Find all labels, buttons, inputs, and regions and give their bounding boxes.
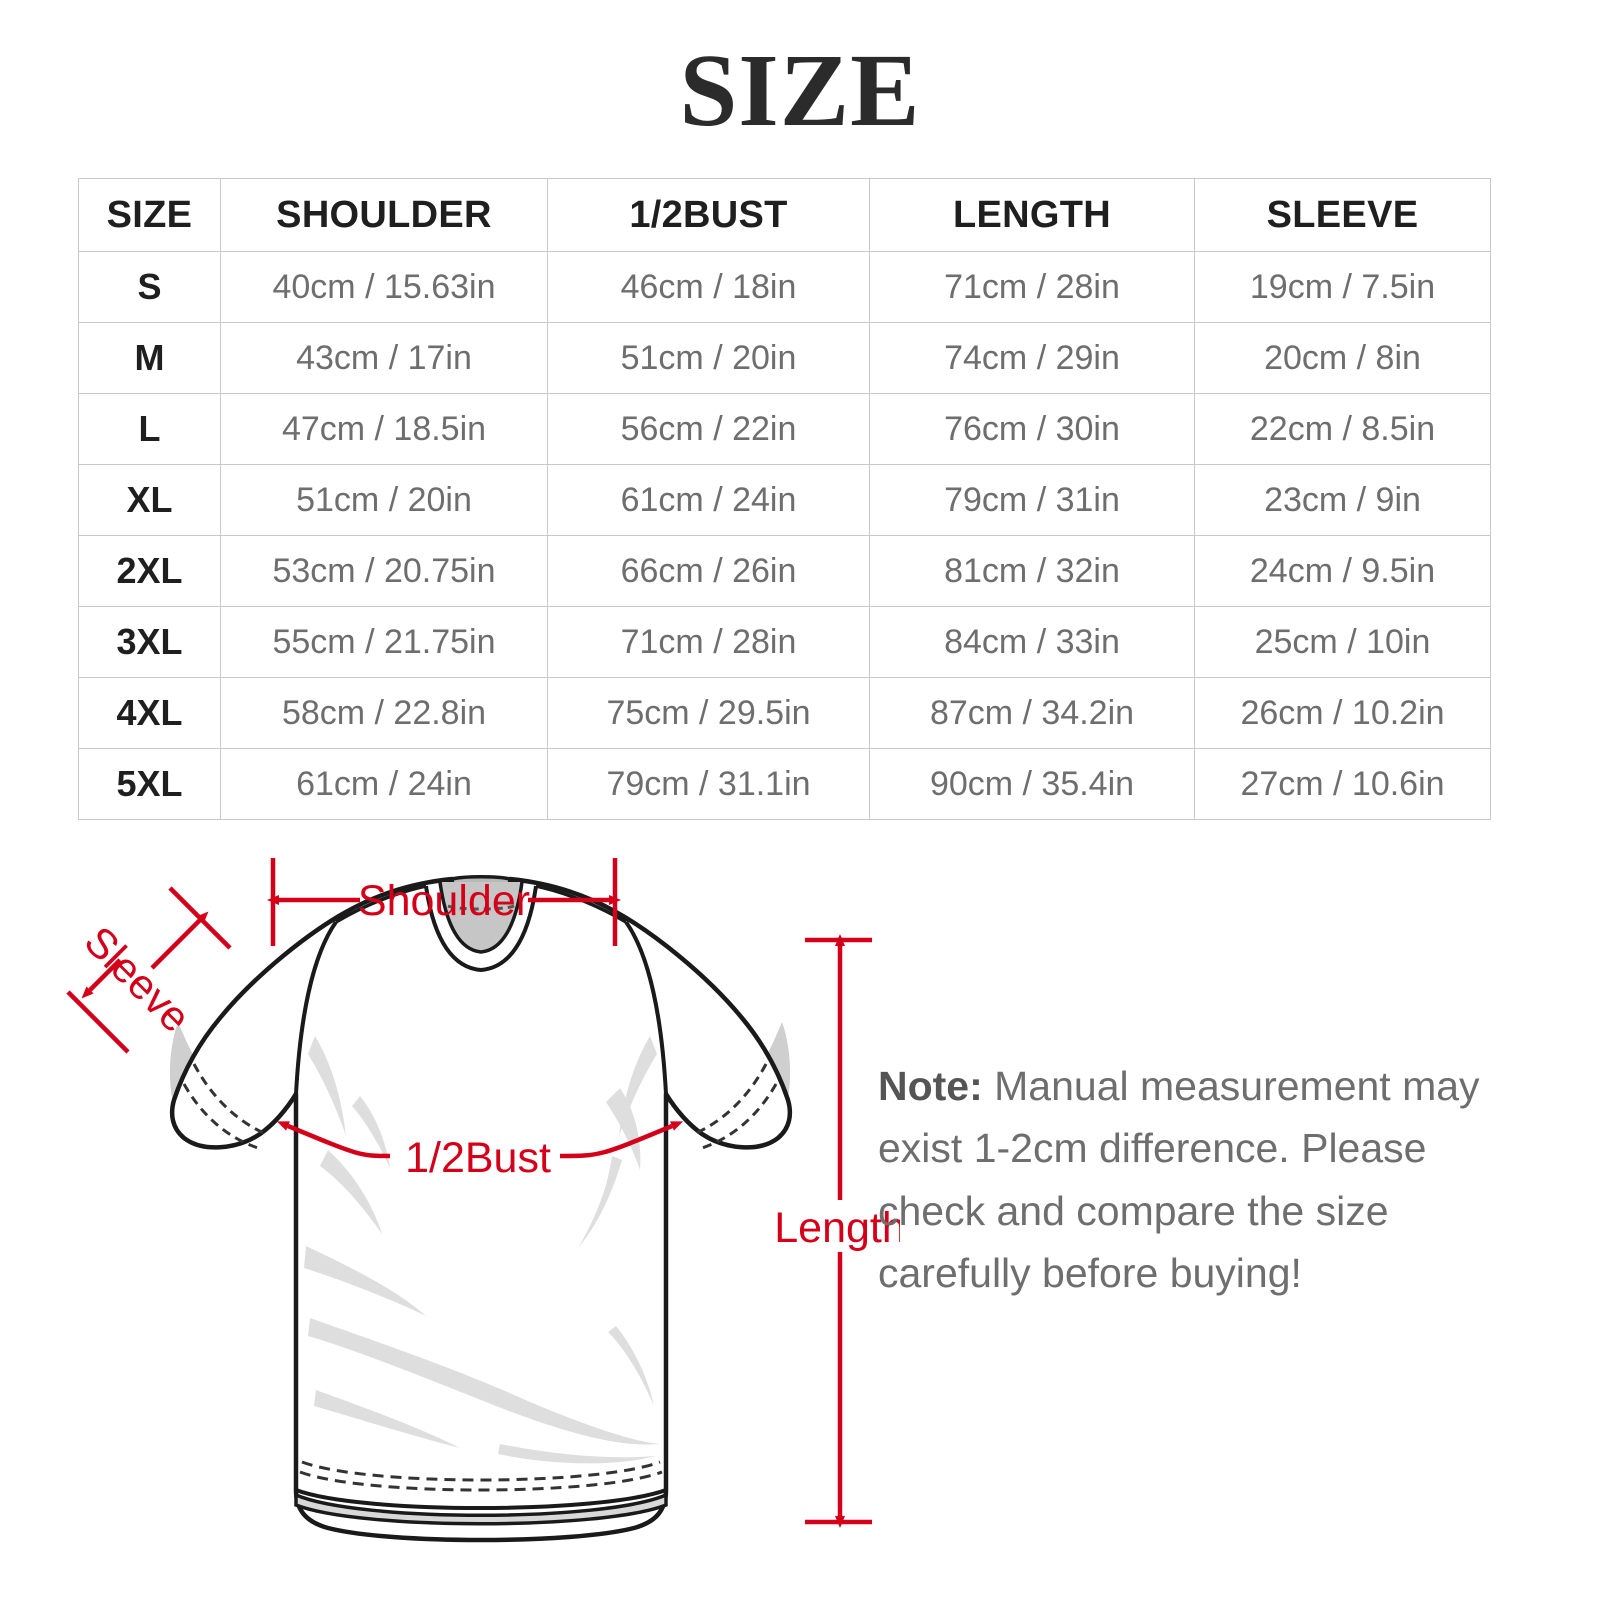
length-measure-group: Length (774, 934, 900, 1528)
cell-bust: 56cm / 22in (547, 393, 870, 465)
cell-size: M (78, 322, 221, 394)
measurement-diagram-section: Shoulder Sleeve 1/2Bust Length Note: Man… (0, 840, 1600, 1600)
column-header-shoulder: SHOULDER (220, 178, 548, 252)
cell-size: L (78, 393, 221, 465)
cell-length: 74cm / 29in (869, 322, 1195, 394)
table-header: SIZE SHOULDER 1/2BUST LENGTH SLEEVE (78, 178, 1491, 252)
cell-shoulder: 47cm / 18.5in (220, 393, 548, 465)
cell-size: 4XL (78, 677, 221, 749)
cell-bust: 61cm / 24in (547, 464, 870, 536)
cell-sleeve: 25cm / 10in (1194, 606, 1491, 678)
table-row: S 40cm / 15.63in 46cm / 18in 71cm / 28in… (78, 251, 1491, 323)
hem-stitch-2 (301, 1460, 661, 1482)
cell-length: 81cm / 32in (869, 535, 1195, 607)
table-body: S 40cm / 15.63in 46cm / 18in 71cm / 28in… (78, 251, 1491, 820)
cell-size: 5XL (78, 748, 221, 820)
cell-size: XL (78, 464, 221, 536)
shoulder-measure-group: Shoulder (267, 858, 621, 946)
right-cuff-stitch-2 (701, 1083, 778, 1150)
table-header-row: SIZE SHOULDER 1/2BUST LENGTH SLEEVE (78, 178, 1491, 252)
cell-bust: 75cm / 29.5in (547, 677, 870, 749)
hem-stitch-1 (299, 1470, 663, 1492)
measurement-note: Note: Manual measurement may exist 1-2cm… (878, 1055, 1518, 1304)
table-row: 5XL 61cm / 24in 79cm / 31.1in 90cm / 35.… (78, 748, 1491, 820)
sleeve-measure-group: Sleeve (66, 886, 232, 1054)
collar-stitch (447, 904, 515, 911)
column-header-sleeve: SLEEVE (1194, 178, 1491, 252)
collar-band (438, 881, 524, 954)
tshirt-measurement-diagram: Shoulder Sleeve 1/2Bust Length (66, 858, 900, 1543)
cell-shoulder: 61cm / 24in (220, 748, 548, 820)
cell-size: 3XL (78, 606, 221, 678)
right-sleeve-seam (624, 920, 668, 1095)
page-title: SIZE (679, 33, 921, 148)
column-header-bust: 1/2BUST (547, 178, 870, 252)
bust-arrow-right (559, 1121, 684, 1159)
cell-length: 87cm / 34.2in (869, 677, 1195, 749)
table-row: L 47cm / 18.5in 56cm / 22in 76cm / 30in … (78, 393, 1491, 465)
cell-bust: 51cm / 20in (547, 322, 870, 394)
left-sleeve-seam (294, 920, 338, 1095)
shirt-body-outline (169, 876, 793, 1543)
cell-length: 76cm / 30in (869, 393, 1195, 465)
length-label: Length (774, 1204, 900, 1252)
cell-shoulder: 53cm / 20.75in (220, 535, 548, 607)
fabric-wrinkles (304, 1036, 660, 1464)
table-row: 2XL 53cm / 20.75in 66cm / 26in 81cm / 32… (78, 535, 1491, 607)
cell-sleeve: 20cm / 8in (1194, 322, 1491, 394)
cell-length: 90cm / 35.4in (869, 748, 1195, 820)
bust-label: 1/2Bust (405, 1134, 551, 1182)
sleeve-label: Sleeve (76, 917, 200, 1041)
cell-length: 71cm / 28in (869, 251, 1195, 323)
table-row: M 43cm / 17in 51cm / 20in 74cm / 29in 20… (78, 322, 1491, 394)
cell-sleeve: 27cm / 10.6in (1194, 748, 1491, 820)
cell-sleeve: 24cm / 9.5in (1194, 535, 1491, 607)
table-row: 3XL 55cm / 21.75in 71cm / 28in 84cm / 33… (78, 606, 1491, 678)
sleeve-tick-bottom (66, 990, 130, 1054)
cell-shoulder: 40cm / 15.63in (220, 251, 548, 323)
left-shoulder-seam (335, 884, 427, 924)
sleeve-arrow-down (81, 958, 122, 999)
cell-bust: 71cm / 28in (547, 606, 870, 678)
cell-size: S (78, 251, 221, 323)
size-chart-table: SIZE SHOULDER 1/2BUST LENGTH SLEEVE S 40… (78, 178, 1491, 820)
tshirt-illustration (169, 875, 793, 1543)
right-cuff-stitch-1 (693, 1063, 768, 1136)
bust-arrow-left (276, 1121, 391, 1159)
cell-bust: 79cm / 31.1in (547, 748, 870, 820)
left-cuff-stitch-1 (192, 1063, 267, 1136)
collar-outer-edge (424, 885, 538, 973)
left-cuff-stitch-2 (182, 1083, 259, 1150)
size-chart-table-container: SIZE SHOULDER 1/2BUST LENGTH SLEEVE S 40… (78, 178, 1491, 820)
table-row: 4XL 58cm / 22.8in 75cm / 29.5in 87cm / 3… (78, 677, 1491, 749)
bust-measure-group: 1/2Bust (276, 1121, 684, 1182)
note-label: Note: (878, 1063, 983, 1109)
column-header-size: SIZE (78, 178, 221, 252)
cell-sleeve: 22cm / 8.5in (1194, 393, 1491, 465)
cell-sleeve: 26cm / 10.2in (1194, 677, 1491, 749)
cell-shoulder: 55cm / 21.75in (220, 606, 548, 678)
note-text: Manual measurement may exist 1-2cm diffe… (878, 1063, 1480, 1296)
cell-size: 2XL (78, 535, 221, 607)
cell-length: 79cm / 31in (869, 464, 1195, 536)
shoulder-label: Shoulder (358, 877, 530, 925)
cell-sleeve: 23cm / 9in (1194, 464, 1491, 536)
table-row: XL 51cm / 20in 61cm / 24in 79cm / 31in 2… (78, 464, 1491, 536)
cell-bust: 66cm / 26in (547, 535, 870, 607)
sleeve-arrow-up (150, 911, 209, 970)
cell-length: 84cm / 33in (869, 606, 1195, 678)
cell-shoulder: 51cm / 20in (220, 464, 548, 536)
hem-fold (295, 1488, 667, 1510)
column-header-length: LENGTH (869, 178, 1195, 252)
cell-sleeve: 19cm / 7.5in (1194, 251, 1491, 323)
cell-bust: 46cm / 18in (547, 251, 870, 323)
cell-shoulder: 43cm / 17in (220, 322, 548, 394)
cell-shoulder: 58cm / 22.8in (220, 677, 548, 749)
hem-inner (294, 1492, 668, 1526)
